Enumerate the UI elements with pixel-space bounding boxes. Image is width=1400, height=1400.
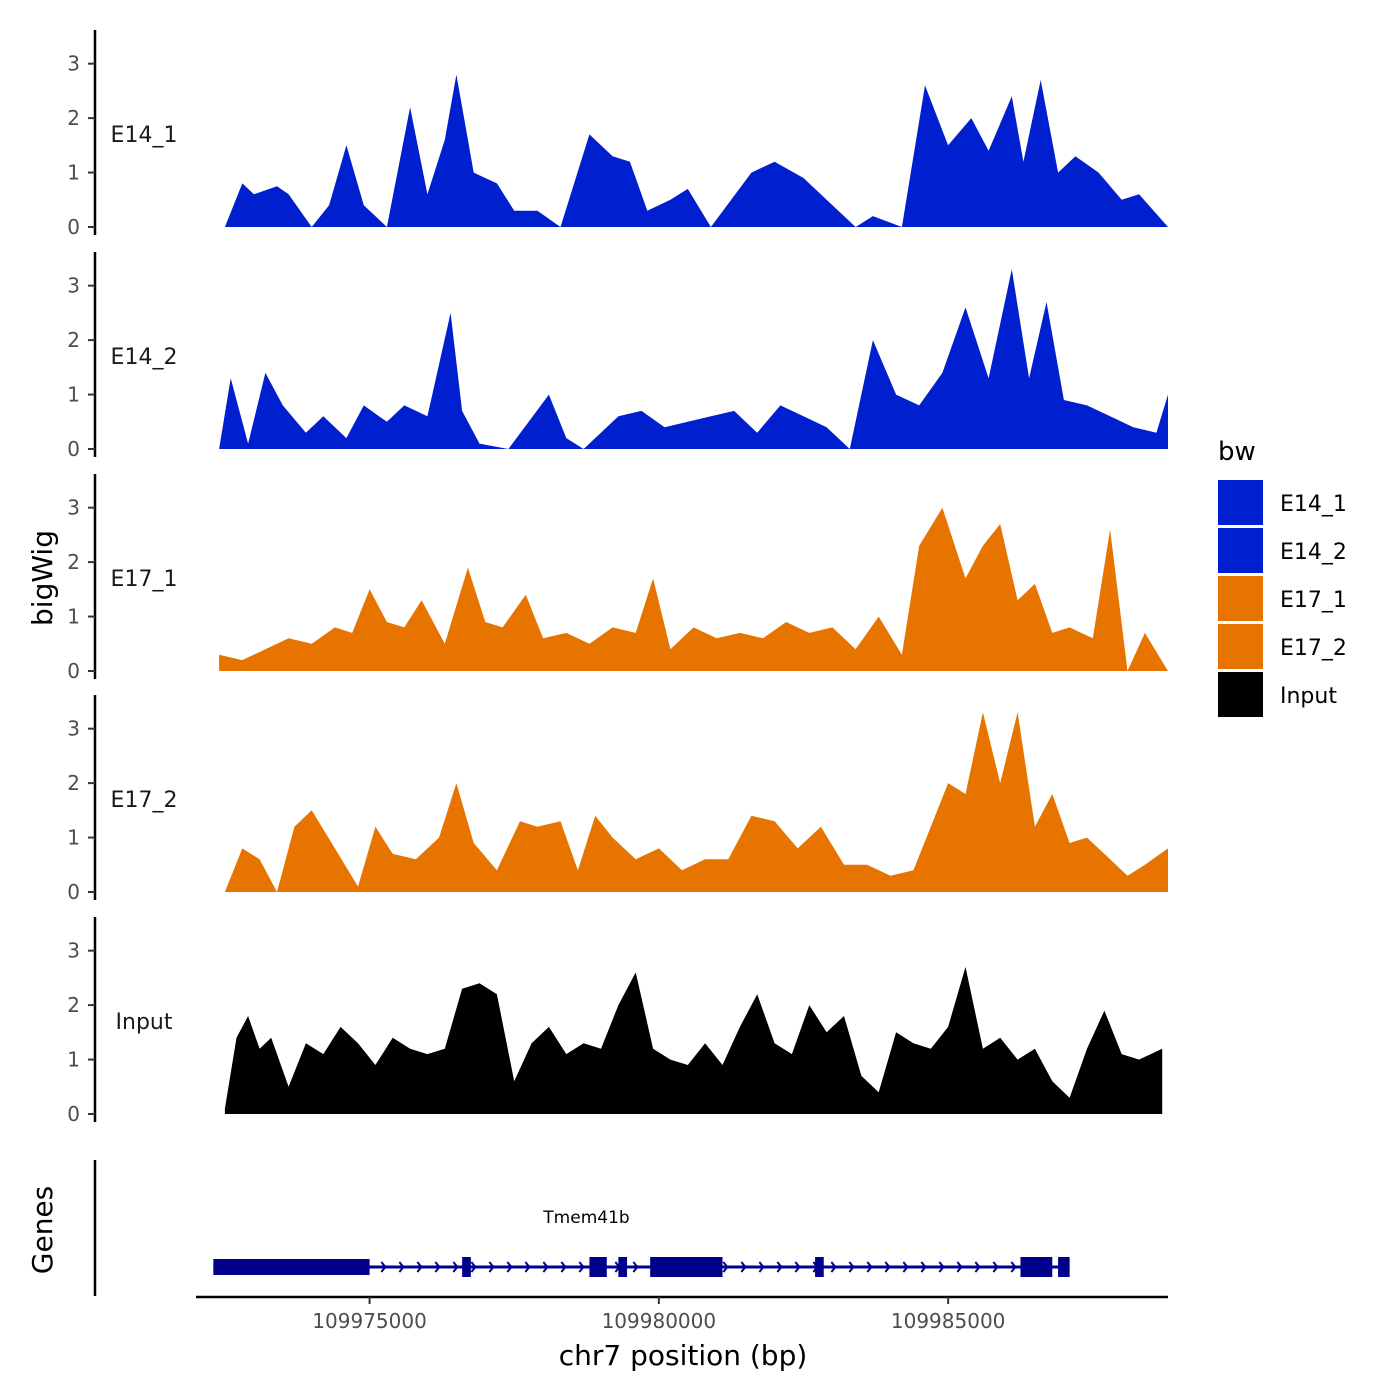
legend-label-e17_1: E17_1 (1280, 588, 1347, 613)
legend-label-e14_1: E14_1 (1280, 492, 1347, 517)
legend-title: bw (1218, 437, 1256, 467)
y-tick-label: 1 (67, 161, 80, 185)
strand-arrow (542, 1261, 549, 1273)
x-axis-title: chr7 position (bp) (559, 1339, 808, 1372)
legend-swatch-e14_2 (1218, 528, 1263, 573)
gene-exon (589, 1257, 607, 1277)
y-tick-label: 2 (67, 550, 80, 574)
strand-arrow (524, 1261, 531, 1273)
strand-arrow (470, 1261, 477, 1273)
y-tick-label: 2 (67, 993, 80, 1017)
y-tick-label: 2 (67, 106, 80, 130)
strand-arrow (830, 1261, 837, 1273)
y-axis-title: bigWig (26, 530, 59, 626)
strand-arrow (398, 1261, 405, 1273)
strand-arrow (380, 1261, 387, 1273)
track-label-e17_1: E17_1 (111, 567, 178, 592)
strand-arrow (920, 1261, 927, 1273)
strand-arrow (740, 1261, 747, 1273)
gene-label-tmem41b: Tmem41b (542, 1208, 629, 1228)
strand-arrow (578, 1261, 585, 1273)
y-tick-label: 1 (67, 1048, 80, 1072)
strand-arrow (974, 1261, 981, 1273)
legend-swatch-input (1218, 672, 1263, 717)
gene-exon (1020, 1257, 1053, 1277)
track-label-input: Input (116, 1010, 173, 1035)
y-tick-label: 2 (67, 771, 80, 795)
track-panel-e17_2: 0 1 2 3 E17_2 (67, 695, 1168, 904)
strand-arrow (1010, 1261, 1017, 1273)
signal-area-input (224, 967, 1163, 1114)
strand-arrow (794, 1261, 801, 1273)
gene-exon (462, 1257, 471, 1277)
y-tick-label: 3 (67, 274, 80, 298)
strand-arrow (902, 1261, 909, 1273)
gene-exon (650, 1257, 723, 1277)
signal-area-e17_1 (219, 507, 1169, 671)
signal-area-e14_2 (219, 269, 1169, 449)
gene-exon (213, 1259, 370, 1275)
signal-tracks: 0 1 2 3 E14_1 0 1 2 3 E14_2 0 1 2 3 E17_1 0 1 2 3 E17_2 0 1 2 3… (67, 30, 1169, 1126)
legend: bw E14_1 E14_2 E17_1 E17_2 Input (1218, 437, 1347, 717)
y-tick-label: 0 (67, 880, 80, 904)
strand-arrow (776, 1261, 783, 1273)
strand-arrow (506, 1261, 513, 1273)
y-tick-label: 2 (67, 328, 80, 352)
y-tick-label: 1 (67, 605, 80, 629)
y-tick-label: 0 (67, 437, 80, 461)
strand-arrow (434, 1261, 441, 1273)
strand-arrow (884, 1261, 891, 1273)
y-tick-label: 0 (67, 1102, 80, 1126)
y-tick-label: 3 (67, 52, 80, 76)
genes-panel-title: Genes (26, 1186, 59, 1274)
legend-swatch-e17_2 (1218, 624, 1263, 669)
strand-arrow (722, 1261, 729, 1273)
strand-arrow (488, 1261, 495, 1273)
signal-area-e17_2 (224, 712, 1168, 892)
strand-arrow (848, 1261, 855, 1273)
legend-label-input: Input (1280, 684, 1337, 709)
signal-area-e14_1 (224, 74, 1168, 227)
strand-arrow (632, 1261, 639, 1273)
y-tick-label: 1 (67, 826, 80, 850)
legend-label-e14_2: E14_2 (1280, 540, 1347, 565)
strand-arrow (938, 1261, 945, 1273)
gene-exon (815, 1257, 824, 1277)
legend-swatch-e17_1 (1218, 576, 1263, 621)
track-label-e17_2: E17_2 (111, 788, 178, 813)
y-tick-label: 3 (67, 939, 80, 963)
legend-label-e17_2: E17_2 (1280, 636, 1347, 661)
track-panel-e14_1: 0 1 2 3 E14_1 (67, 30, 1168, 239)
y-tick-label: 0 (67, 215, 80, 239)
y-tick-label: 0 (67, 659, 80, 683)
x-axis: 109975000 109980000 109985000 (196, 1295, 1168, 1333)
strand-arrow (560, 1261, 567, 1273)
x-tick-label: 109980000 (602, 1309, 717, 1333)
y-tick-label: 3 (67, 717, 80, 741)
strand-arrow (452, 1261, 459, 1273)
track-panel-input: 0 1 2 3 Input (67, 917, 1163, 1126)
track-panel-e14_2: 0 1 2 3 E14_2 (67, 252, 1169, 461)
track-panel-e17_1: 0 1 2 3 E17_1 (67, 474, 1169, 683)
y-tick-label: 1 (67, 383, 80, 407)
gene-exon (1058, 1257, 1070, 1277)
track-label-e14_2: E14_2 (111, 345, 178, 370)
strand-arrow (956, 1261, 963, 1273)
strand-arrow (416, 1261, 423, 1273)
strand-arrow (992, 1261, 999, 1273)
x-tick-label: 109975000 (312, 1309, 427, 1333)
y-tick-label: 3 (67, 496, 80, 520)
strand-arrow (758, 1261, 765, 1273)
track-label-e14_1: E14_1 (111, 123, 178, 148)
legend-swatch-e14_1 (1218, 480, 1263, 525)
strand-arrow (866, 1261, 873, 1273)
gene-panel: Tmem41b (93, 1160, 1070, 1296)
gene-exon (618, 1257, 628, 1277)
x-tick-label: 109985000 (891, 1309, 1006, 1333)
